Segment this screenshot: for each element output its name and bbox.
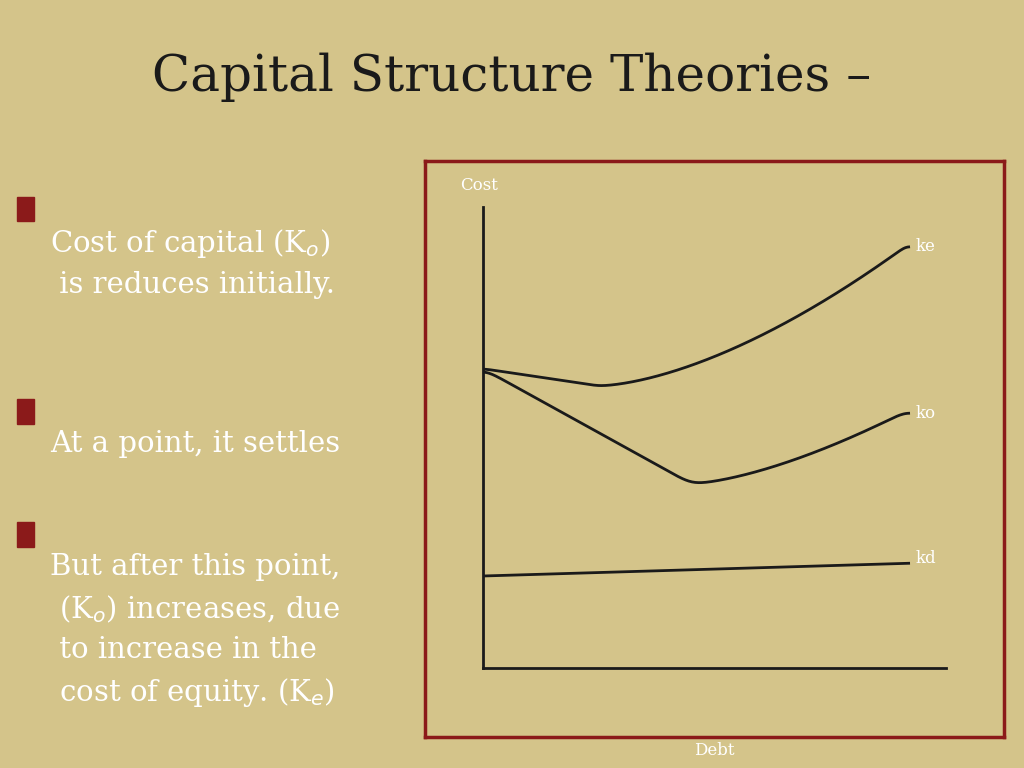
Text: kd: kd xyxy=(915,550,936,568)
Text: Debt: Debt xyxy=(694,742,734,759)
Text: ke: ke xyxy=(915,238,936,256)
Bar xyxy=(16,399,34,424)
Text: Capital Structure Theories –: Capital Structure Theories – xyxy=(153,52,871,101)
Bar xyxy=(16,522,34,547)
Text: ko: ko xyxy=(915,405,936,422)
Text: Cost: Cost xyxy=(460,177,498,194)
Text: Cost of capital (K$_o$)
 is reduces initially.: Cost of capital (K$_o$) is reduces initi… xyxy=(50,227,336,300)
Text: But after this point,
 (K$_o$) increases, due
 to increase in the
 cost of equit: But after this point, (K$_o$) increases,… xyxy=(50,553,341,710)
Text: At a point, it settles: At a point, it settles xyxy=(50,430,341,458)
Bar xyxy=(16,197,34,221)
